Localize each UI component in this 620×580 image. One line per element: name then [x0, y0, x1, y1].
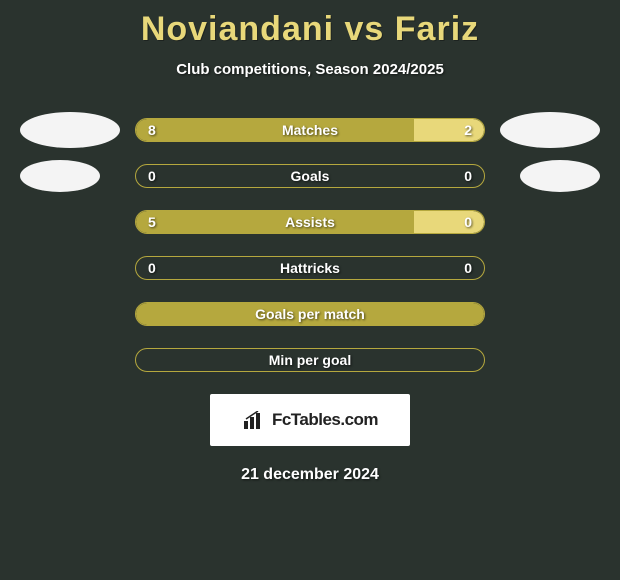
stats-holder: 82Matches 00Goals 50Assists 00Hattricks Goal… — [0, 118, 620, 372]
comparison-container: Noviandani vs Fariz Club competitions, S… — [0, 0, 620, 484]
footer-date: 21 december 2024 — [0, 466, 620, 484]
stat-label: Hattricks — [136, 260, 484, 276]
logo-box[interactable]: FcTables.com — [210, 394, 410, 446]
stat-row-goals: 00Goals — [0, 164, 620, 188]
stat-bar: 82Matches — [135, 118, 485, 142]
page-subtitle: Club competitions, Season 2024/2025 — [0, 61, 620, 78]
stat-label: Min per goal — [136, 352, 484, 368]
avatar-left — [20, 160, 100, 192]
stat-bar: 00Goals — [135, 164, 485, 188]
stat-bar: Min per goal — [135, 348, 485, 372]
stat-bar: Goals per match — [135, 302, 485, 326]
stat-label: Goals per match — [136, 306, 484, 322]
chart-icon — [242, 411, 268, 429]
stat-bar: 50Assists — [135, 210, 485, 234]
avatar-left — [20, 112, 120, 148]
stat-row-hattricks: 00Hattricks — [0, 256, 620, 280]
avatar-right — [500, 112, 600, 148]
logo-text: FcTables.com — [272, 410, 378, 430]
stat-row-matches: 82Matches — [0, 118, 620, 142]
stat-label: Matches — [136, 122, 484, 138]
stat-label: Goals — [136, 168, 484, 184]
stat-bar: 00Hattricks — [135, 256, 485, 280]
stat-row-min-per-goal: Min per goal — [0, 348, 620, 372]
page-title: Noviandani vs Fariz — [0, 10, 620, 49]
stat-label: Assists — [136, 214, 484, 230]
stat-row-goals-per-match: Goals per match — [0, 302, 620, 326]
stat-row-assists: 50Assists — [0, 210, 620, 234]
avatar-right — [520, 160, 600, 192]
